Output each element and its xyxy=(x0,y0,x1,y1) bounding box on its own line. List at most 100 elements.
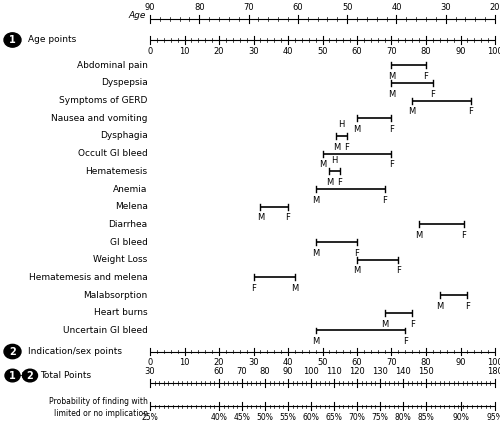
Text: 2: 2 xyxy=(26,370,34,381)
Text: 85%: 85% xyxy=(418,413,434,421)
Circle shape xyxy=(4,344,21,359)
Text: 80: 80 xyxy=(420,358,432,367)
Text: M: M xyxy=(416,231,422,240)
Text: Uncertain GI bleed: Uncertain GI bleed xyxy=(62,326,148,335)
Text: 80: 80 xyxy=(260,368,270,376)
Text: 2: 2 xyxy=(9,346,16,357)
Text: 30: 30 xyxy=(440,3,451,12)
Text: 95%: 95% xyxy=(486,413,500,421)
Text: 60: 60 xyxy=(352,47,362,56)
Text: 55%: 55% xyxy=(280,413,296,421)
Text: 75%: 75% xyxy=(372,413,388,421)
Text: +: + xyxy=(18,371,25,380)
Text: Probability of finding with
limited or no implication: Probability of finding with limited or n… xyxy=(48,397,148,418)
Text: Occult GI bleed: Occult GI bleed xyxy=(78,149,148,158)
Text: F: F xyxy=(354,249,360,258)
Text: 30: 30 xyxy=(248,47,259,56)
Text: M: M xyxy=(312,337,319,346)
Text: F: F xyxy=(389,160,394,169)
Text: 50: 50 xyxy=(318,358,328,367)
Text: F: F xyxy=(462,231,466,240)
Text: F: F xyxy=(410,320,414,328)
Text: Diarrhea: Diarrhea xyxy=(108,220,148,229)
Text: M: M xyxy=(312,196,319,205)
Text: F: F xyxy=(468,107,473,116)
Text: 100: 100 xyxy=(303,368,319,376)
Text: F: F xyxy=(424,72,428,81)
Text: 90: 90 xyxy=(145,3,155,12)
Text: 100: 100 xyxy=(487,358,500,367)
Text: 70: 70 xyxy=(236,368,248,376)
Text: M: M xyxy=(388,90,395,99)
Text: 150: 150 xyxy=(418,368,434,376)
Text: 80: 80 xyxy=(420,47,432,56)
Text: M: M xyxy=(257,213,264,222)
Text: GI bleed: GI bleed xyxy=(110,237,148,247)
Text: 70: 70 xyxy=(386,47,397,56)
Text: 110: 110 xyxy=(326,368,342,376)
Text: Age points: Age points xyxy=(28,35,76,44)
Text: 40: 40 xyxy=(283,358,293,367)
Text: 10: 10 xyxy=(179,47,190,56)
Text: F: F xyxy=(465,302,470,311)
Text: F: F xyxy=(396,266,401,275)
Text: 130: 130 xyxy=(372,368,388,376)
Text: M: M xyxy=(326,178,333,187)
Text: Hematemesis and melena: Hematemesis and melena xyxy=(29,273,148,282)
Text: 60: 60 xyxy=(292,3,303,12)
Text: Total Points: Total Points xyxy=(40,371,91,380)
Text: M: M xyxy=(354,125,360,134)
Text: 1: 1 xyxy=(9,370,16,381)
Text: Weight Loss: Weight Loss xyxy=(93,255,148,264)
Text: M: M xyxy=(319,160,326,169)
Text: 40: 40 xyxy=(391,3,402,12)
Text: 70: 70 xyxy=(386,358,397,367)
Circle shape xyxy=(22,369,38,382)
Text: 20: 20 xyxy=(214,47,224,56)
Text: Age: Age xyxy=(128,11,146,20)
Text: M: M xyxy=(332,143,340,152)
Text: Dysphagia: Dysphagia xyxy=(100,131,148,141)
Text: Hematemesis: Hematemesis xyxy=(86,167,148,176)
Text: 30: 30 xyxy=(144,368,156,376)
Text: F: F xyxy=(382,196,387,205)
Text: F: F xyxy=(251,284,256,293)
Text: 60: 60 xyxy=(214,368,224,376)
Text: Symptoms of GERD: Symptoms of GERD xyxy=(59,96,148,105)
Circle shape xyxy=(5,369,20,382)
Text: Nausea and vomiting: Nausea and vomiting xyxy=(51,114,148,123)
Text: M: M xyxy=(436,302,444,311)
Text: 80%: 80% xyxy=(394,413,411,421)
Text: M: M xyxy=(354,266,360,275)
Text: Malabsorption: Malabsorption xyxy=(83,290,148,300)
Text: Indication/sex points: Indication/sex points xyxy=(28,346,122,356)
Text: 40%: 40% xyxy=(210,413,228,421)
Text: H: H xyxy=(338,120,344,129)
Text: M: M xyxy=(381,320,388,328)
Text: 20: 20 xyxy=(490,3,500,12)
Text: 50%: 50% xyxy=(256,413,274,421)
Text: H: H xyxy=(332,156,338,165)
Text: 0: 0 xyxy=(148,358,152,367)
Text: Anemia: Anemia xyxy=(113,184,148,194)
Text: Abdominal pain: Abdominal pain xyxy=(76,61,148,70)
Text: F: F xyxy=(344,143,349,152)
Text: 40: 40 xyxy=(283,47,293,56)
Text: M: M xyxy=(312,249,319,258)
Text: 20: 20 xyxy=(214,358,224,367)
Text: 45%: 45% xyxy=(234,413,250,421)
Text: 25%: 25% xyxy=(142,413,158,421)
Text: F: F xyxy=(286,213,290,222)
Text: M: M xyxy=(292,284,298,293)
Text: F: F xyxy=(430,90,436,99)
Text: 70%: 70% xyxy=(348,413,366,421)
Text: 120: 120 xyxy=(349,368,365,376)
Text: M: M xyxy=(408,107,416,116)
Text: 60: 60 xyxy=(352,358,362,367)
Text: 180: 180 xyxy=(487,368,500,376)
Text: 70: 70 xyxy=(244,3,254,12)
Text: 90%: 90% xyxy=(452,413,469,421)
Text: 50: 50 xyxy=(342,3,352,12)
Text: F: F xyxy=(338,178,342,187)
Circle shape xyxy=(4,33,21,47)
